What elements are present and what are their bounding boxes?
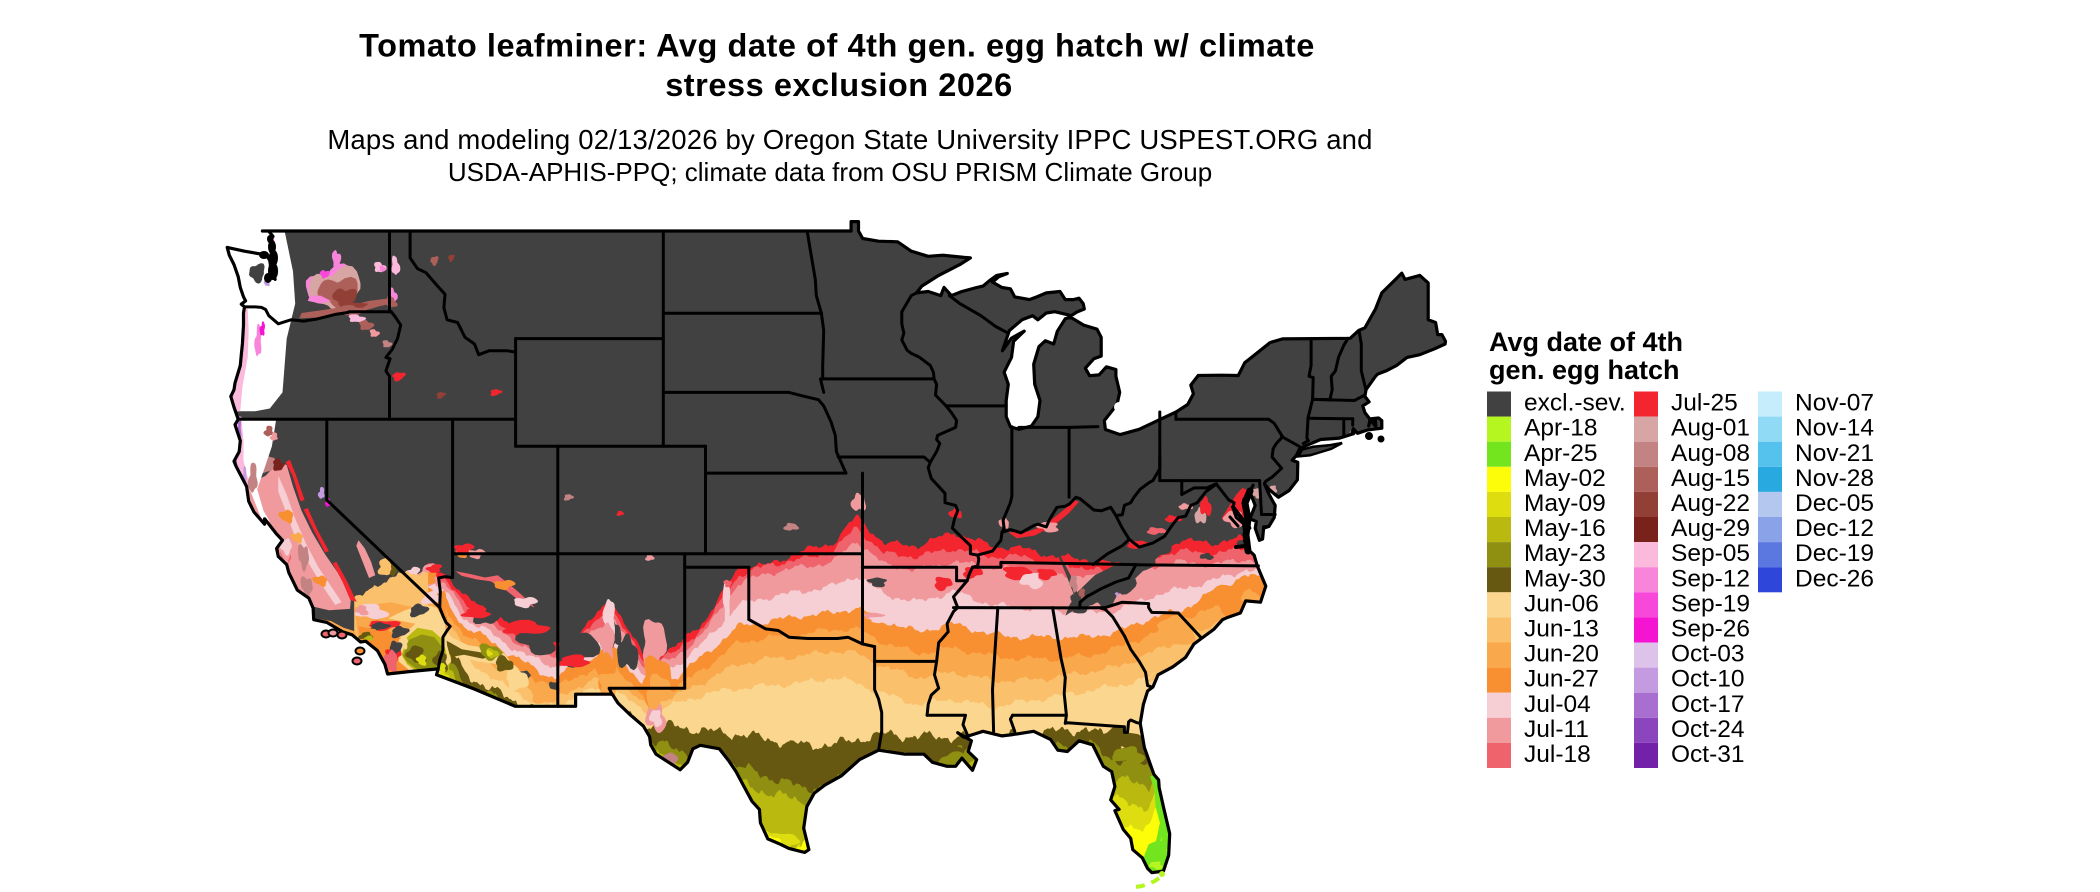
svg-text:Sep-26: Sep-26 bbox=[1671, 616, 1750, 643]
svg-text:Dec-12: Dec-12 bbox=[1795, 515, 1874, 542]
svg-text:Oct-03: Oct-03 bbox=[1671, 641, 1745, 668]
svg-text:Jun-27: Jun-27 bbox=[1524, 666, 1599, 693]
svg-text:Aug-08: Aug-08 bbox=[1671, 440, 1750, 467]
svg-text:Apr-18: Apr-18 bbox=[1524, 415, 1598, 442]
svg-text:Dec-19: Dec-19 bbox=[1795, 540, 1874, 567]
svg-text:Dec-26: Dec-26 bbox=[1795, 565, 1874, 592]
svg-text:Avg date of 4th: Avg date of 4th bbox=[1489, 327, 1683, 357]
svg-text:Tomato leafminer: Avg date of: Tomato leafminer: Avg date of 4th gen. e… bbox=[359, 28, 1315, 64]
svg-text:stress exclusion 2026: stress exclusion 2026 bbox=[665, 67, 1013, 103]
svg-text:May-23: May-23 bbox=[1524, 540, 1606, 567]
svg-text:Jul-18: Jul-18 bbox=[1524, 741, 1591, 768]
svg-text:Nov-21: Nov-21 bbox=[1795, 440, 1874, 467]
svg-text:Jun-20: Jun-20 bbox=[1524, 641, 1599, 668]
svg-text:Aug-01: Aug-01 bbox=[1671, 415, 1750, 442]
svg-text:Sep-12: Sep-12 bbox=[1671, 565, 1750, 592]
svg-text:USDA-APHIS-PPQ; climate data f: USDA-APHIS-PPQ; climate data from OSU PR… bbox=[448, 157, 1212, 187]
svg-text:Aug-22: Aug-22 bbox=[1671, 490, 1750, 517]
svg-text:Nov-14: Nov-14 bbox=[1795, 415, 1874, 442]
svg-text:May-09: May-09 bbox=[1524, 490, 1606, 517]
svg-text:Nov-28: Nov-28 bbox=[1795, 465, 1874, 492]
svg-text:Jul-04: Jul-04 bbox=[1524, 691, 1591, 718]
svg-text:May-16: May-16 bbox=[1524, 515, 1606, 542]
svg-text:Jul-11: Jul-11 bbox=[1524, 716, 1589, 743]
svg-text:Jun-13: Jun-13 bbox=[1524, 616, 1599, 643]
svg-text:Oct-24: Oct-24 bbox=[1671, 716, 1745, 743]
svg-text:Oct-31: Oct-31 bbox=[1671, 741, 1745, 768]
svg-text:Jul-25: Jul-25 bbox=[1671, 390, 1738, 417]
svg-text:Maps and modeling 02/13/2026 b: Maps and modeling 02/13/2026 by Oregon S… bbox=[327, 124, 1372, 155]
svg-text:gen. egg hatch: gen. egg hatch bbox=[1489, 355, 1680, 385]
svg-text:Jun-06: Jun-06 bbox=[1524, 590, 1599, 617]
svg-text:Sep-05: Sep-05 bbox=[1671, 540, 1750, 567]
svg-text:May-02: May-02 bbox=[1524, 465, 1606, 492]
svg-text:May-30: May-30 bbox=[1524, 565, 1606, 592]
svg-text:Aug-15: Aug-15 bbox=[1671, 465, 1750, 492]
svg-text:Aug-29: Aug-29 bbox=[1671, 515, 1750, 542]
svg-text:Sep-19: Sep-19 bbox=[1671, 590, 1750, 617]
svg-text:Dec-05: Dec-05 bbox=[1795, 490, 1874, 517]
svg-text:Oct-10: Oct-10 bbox=[1671, 666, 1745, 693]
svg-text:Oct-17: Oct-17 bbox=[1671, 691, 1745, 718]
svg-text:excl.-sev.: excl.-sev. bbox=[1524, 390, 1626, 417]
svg-text:Nov-07: Nov-07 bbox=[1795, 390, 1874, 417]
svg-text:Apr-25: Apr-25 bbox=[1524, 440, 1598, 467]
